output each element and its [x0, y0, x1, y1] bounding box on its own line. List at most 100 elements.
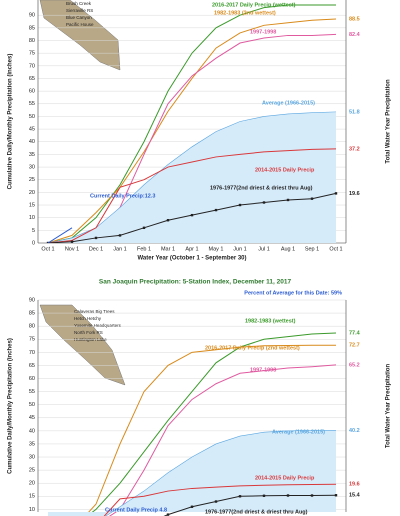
series-line [47, 148, 337, 243]
station-label: Pacific House [66, 22, 94, 27]
x-tick-label: Feb 1 [137, 246, 151, 252]
y-tick-label: 75 [29, 51, 35, 57]
y-tick-label: 35 [29, 441, 35, 447]
end-value-label: 77.4 [349, 330, 361, 336]
station-label: Huntington Lake [74, 337, 107, 342]
series-label: 1982-1983 (wettest) [245, 318, 296, 324]
x-tick-label: Oct 1 [329, 246, 342, 252]
series-point [238, 495, 242, 498]
station-label: Sierraville RS [66, 8, 93, 13]
y-tick-label: 90 [29, 13, 35, 19]
series-label: 1976-1977(2nd driest & driest thru Aug) [205, 509, 308, 515]
y-axis-label: Cumulative Daily/Monthly Precipitation (… [8, 54, 14, 190]
x-tick-label: Aug 1 [281, 246, 295, 252]
y2-axis-label: Total Water Year Precipitation [386, 364, 392, 449]
series-label: Average (1966-2015) [262, 100, 315, 106]
map [39, 0, 126, 386]
station-label: Brush Creek [66, 1, 92, 6]
y-tick-label: 55 [29, 389, 35, 395]
y-tick-label: 20 [29, 481, 35, 487]
station-label: Hetch Hetchy [74, 316, 102, 321]
x-tick-label: Apr 1 [185, 246, 198, 252]
end-value-label: 19.6 [349, 482, 360, 488]
series-point [310, 197, 314, 200]
y-tick-label: 35 [29, 152, 35, 158]
y-tick-label: 30 [29, 165, 35, 171]
y-tick-label: 65 [29, 76, 35, 82]
y-tick-label: 85 [29, 311, 35, 317]
series-line [108, 364, 337, 516]
series-point [262, 201, 266, 204]
series-area [48, 111, 336, 243]
series-point [166, 219, 170, 222]
end-value-label: 19.6 [349, 191, 360, 197]
y-tick-label: 50 [29, 114, 35, 120]
series-point [46, 241, 50, 243]
y-tick-label: 70 [29, 350, 35, 356]
series-label: 1997-1998 [250, 29, 276, 35]
x-tick-label: Dec 1 [89, 246, 103, 252]
series-point [166, 513, 170, 516]
series-line [84, 344, 336, 516]
y-tick-label: 0 [32, 240, 35, 246]
series-line [47, 18, 337, 243]
series-label: 2016-2017 Daily Precip (wettest) [212, 2, 296, 8]
end-value-label: 88.5 [349, 16, 360, 22]
end-value-label: 65.2 [349, 362, 360, 368]
series-point [334, 192, 338, 195]
y-tick-label: 45 [29, 415, 35, 421]
y-tick-label: 40 [29, 428, 35, 434]
x-tick-label: Nov 1 [65, 246, 79, 252]
y-tick-label: 10 [29, 507, 35, 513]
plot-area [46, 4, 338, 243]
end-value-label: 40.2 [349, 428, 360, 434]
station-label: Yosemite Headquarters [74, 323, 122, 328]
y-tick-label: 70 [29, 63, 35, 69]
series-label: Average (1966-2015) [272, 429, 325, 435]
series-point [286, 494, 290, 497]
x-tick-label: Jun 1 [233, 246, 246, 252]
series-point [238, 203, 242, 207]
x-tick-label: Oct 1 [41, 246, 54, 252]
x-tick-label: Sep 1 [305, 246, 319, 252]
series-area [48, 430, 336, 516]
y2-axis-label: Total Water Year Precipitation [386, 79, 392, 164]
series-label: 1976-1977(2nd driest & driest thru Aug) [210, 185, 313, 191]
y-tick-label: 65 [29, 363, 35, 369]
station-label: Blue Canyon [66, 15, 92, 20]
x-tick-label: May 1 [209, 246, 224, 252]
y-tick-label: 85 [29, 25, 35, 31]
series-point [310, 494, 314, 497]
y-tick-label: 40 [29, 139, 35, 145]
y-tick-label: 25 [29, 468, 35, 474]
y-tick-label: 60 [29, 89, 35, 95]
chart-title: San Joaquin Precipitation: 5-Station Ind… [99, 279, 292, 286]
station-label: Calaveras Big Trees [74, 309, 115, 314]
end-value-label: 15.4 [349, 493, 361, 499]
y-tick-label: 60 [29, 376, 35, 382]
series-point [190, 505, 194, 508]
chart-subtitle: Percent of Average for this Date: 59% [244, 290, 342, 296]
series-label: Current Daily Precip:12.3 [90, 193, 155, 199]
series-point [70, 240, 74, 243]
series-point [94, 236, 98, 240]
y-tick-label: 15 [29, 202, 35, 208]
series-line [47, 227, 73, 243]
y-tick-label: 20 [29, 190, 35, 196]
y-tick-label: 25 [29, 177, 35, 183]
station-label: North Fork RS [74, 330, 103, 335]
y-tick-label: 90 [29, 297, 35, 303]
series-point [142, 226, 146, 230]
series-label: 2016-2017 Daily Precip (2nd wettest) [205, 345, 300, 351]
y-tick-label: 80 [29, 38, 35, 44]
series-point [262, 494, 266, 497]
y-tick-label: 75 [29, 337, 35, 343]
y-axis-label: Cumulative Daily/Monthly Precipitation (… [8, 338, 14, 474]
series-line [47, 4, 336, 243]
y-tick-label: 5 [32, 228, 35, 234]
y-tick-label: 80 [29, 324, 35, 330]
series-line [105, 430, 337, 516]
series-label: 2014-2015 Daily Precip [255, 475, 315, 481]
